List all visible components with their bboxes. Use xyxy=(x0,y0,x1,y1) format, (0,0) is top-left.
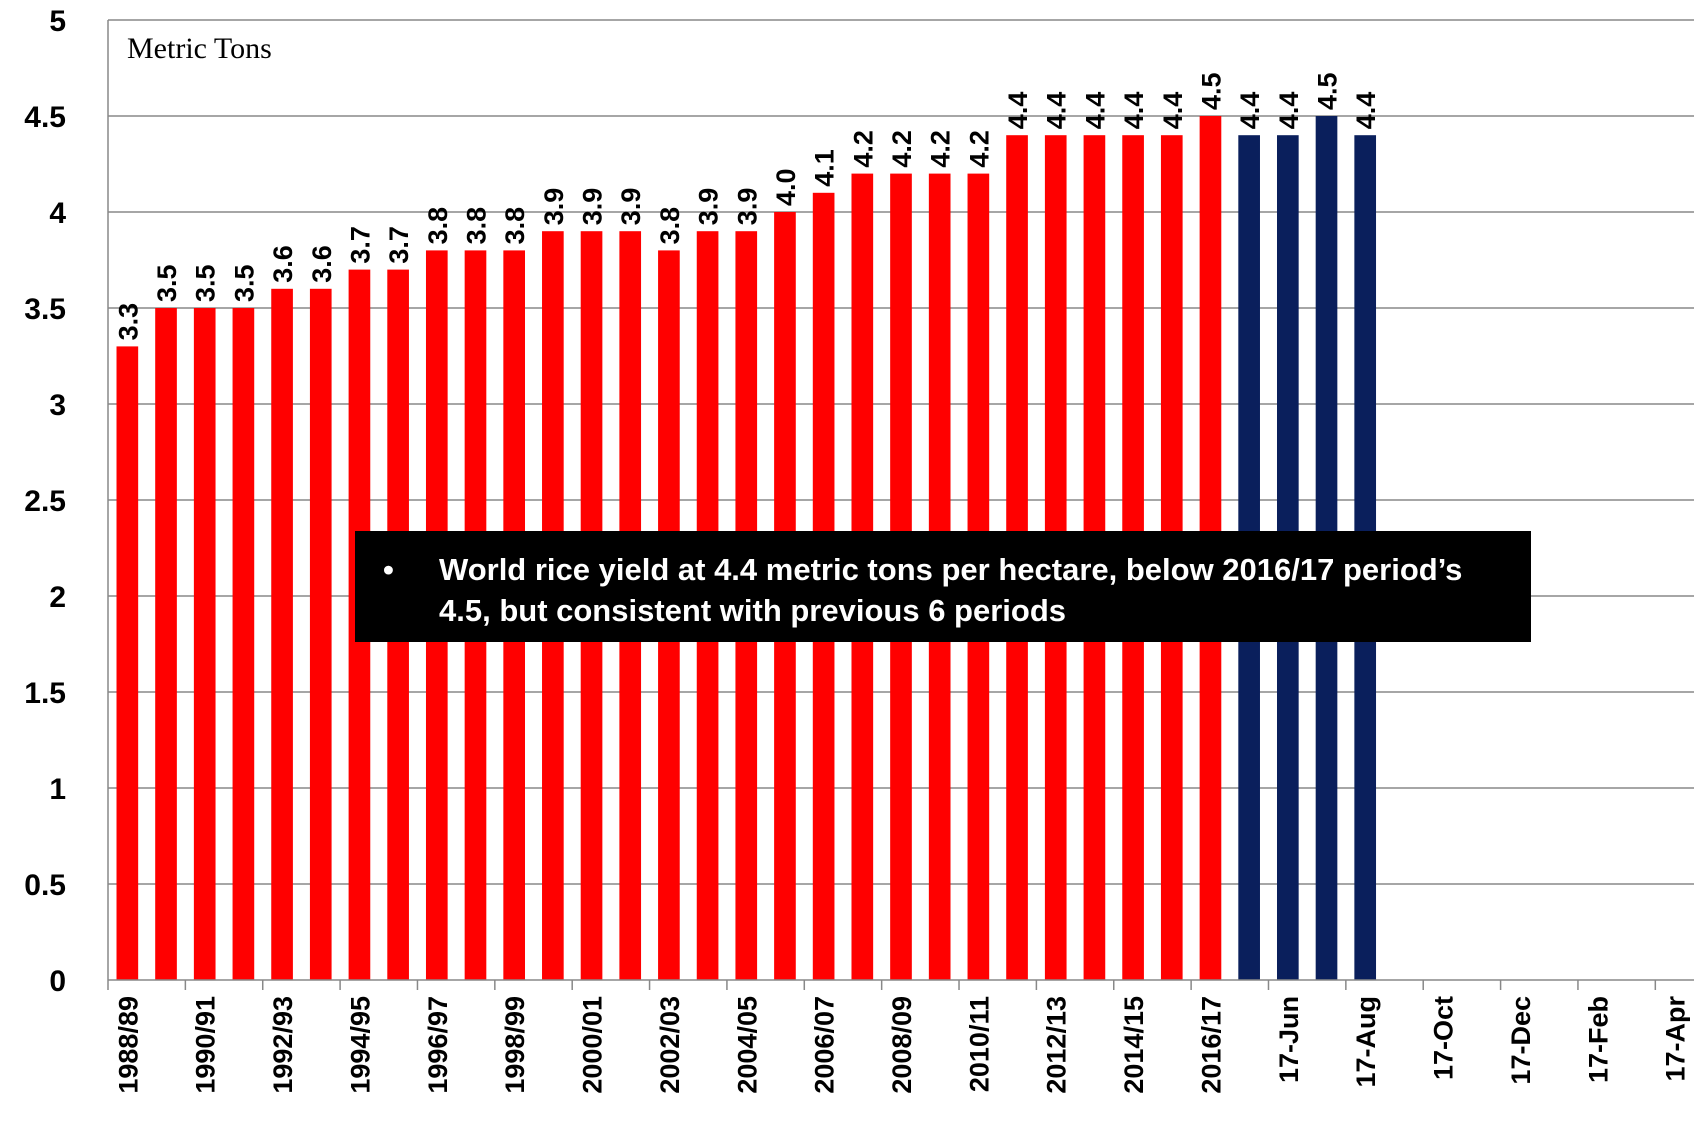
y-tick-labels: 0 0.5 1 1.5 2 2.5 3 3.5 4 4.5 5 xyxy=(24,5,66,998)
data-label: 4.4 xyxy=(1158,92,1188,130)
y-tick-label: 3 xyxy=(49,389,66,422)
x-tick-label: 1990/91 xyxy=(191,996,221,1094)
data-label: 4.4 xyxy=(1080,92,1110,130)
data-label: 4.5 xyxy=(1196,72,1226,110)
data-label: 4.4 xyxy=(1003,92,1033,130)
data-label: 3.5 xyxy=(191,264,221,302)
x-tick-label: 1996/97 xyxy=(423,996,453,1094)
data-label: 4.2 xyxy=(887,130,917,168)
data-label: 4.2 xyxy=(926,130,956,168)
bar xyxy=(193,308,216,980)
x-tick-label: 17-Dec xyxy=(1506,996,1536,1085)
x-tick-label: 17-Oct xyxy=(1429,996,1459,1080)
x-tick-label: 2016/17 xyxy=(1196,996,1226,1094)
x-tick-label: 17-Jun xyxy=(1274,996,1304,1083)
y-tick-label: 1 xyxy=(49,773,66,806)
bar xyxy=(309,288,332,980)
x-tick-label: 2010/11 xyxy=(964,996,994,1092)
data-label: 3.9 xyxy=(732,188,762,226)
data-label: 3.9 xyxy=(694,188,724,226)
bar xyxy=(116,346,139,980)
data-label: 4.4 xyxy=(1274,92,1304,130)
data-label: 4.4 xyxy=(1351,92,1381,130)
bar xyxy=(155,308,177,980)
data-label: 4.2 xyxy=(848,130,878,168)
x-tick-label: 2004/05 xyxy=(732,996,762,1094)
y-tick-label: 4 xyxy=(49,197,66,230)
annotation-bullet: • xyxy=(383,552,394,587)
x-tick-labels: 1988/89 1990/91 1992/93 1994/95 1996/97 1998/… xyxy=(113,996,1690,1094)
x-tick-label: 17-Aug xyxy=(1351,996,1381,1088)
data-label: 4.5 xyxy=(1313,72,1343,110)
y-tick-label: 1.5 xyxy=(24,677,66,710)
data-label: 3.7 xyxy=(384,226,414,264)
data-labels: 3.3 3.5 3.5 3.5 3.6 3.6 3.7 3.7 3.8 3.8 3.8 3.9 3.9 3… xyxy=(113,72,1381,340)
y-tick-label: 3.5 xyxy=(24,293,66,326)
data-label: 3.9 xyxy=(578,188,608,226)
x-tick-label: 1998/99 xyxy=(500,996,530,1094)
data-label: 3.8 xyxy=(423,207,453,245)
data-label: 4.4 xyxy=(1042,92,1072,130)
annotation-text: World rice yield at 4.4 metric tons per … xyxy=(439,552,1463,628)
y-tick-label: 5 xyxy=(49,5,66,38)
x-tick-label: 2012/13 xyxy=(1042,996,1072,1094)
data-label: 3.7 xyxy=(345,226,375,264)
bar xyxy=(271,288,293,980)
y-tick-label: 2 xyxy=(49,581,66,614)
data-label: 3.6 xyxy=(268,245,298,283)
data-label: 4.1 xyxy=(810,149,840,187)
bar xyxy=(232,308,255,980)
data-label: 3.5 xyxy=(152,264,182,302)
data-label: 4.0 xyxy=(771,168,801,206)
data-label: 3.6 xyxy=(307,245,337,283)
x-tick-label: 1992/93 xyxy=(268,996,298,1094)
x-tick-label: 2008/09 xyxy=(887,996,917,1094)
data-label: 3.9 xyxy=(539,188,569,226)
data-label: 3.5 xyxy=(229,264,259,302)
y-tick-label: 2.5 xyxy=(24,485,66,518)
y-tick-label: 0 xyxy=(49,965,66,998)
y-tick-label: 0.5 xyxy=(24,869,66,902)
x-tick-label: 17-Apr xyxy=(1661,996,1691,1082)
data-label: 4.4 xyxy=(1235,92,1265,130)
y-tick-label: 4.5 xyxy=(24,101,66,134)
data-label: 3.8 xyxy=(655,207,685,245)
data-label: 3.8 xyxy=(500,207,530,245)
x-tick-label: 2000/01 xyxy=(578,996,608,1094)
x-tick-label: 2014/15 xyxy=(1119,996,1149,1094)
data-label: 3.9 xyxy=(616,188,646,226)
x-tick-label: 1988/89 xyxy=(113,996,143,1094)
y-axis-unit-label: Metric Tons xyxy=(127,32,272,65)
annotation-box: • World rice yield at 4.4 metric tons pe… xyxy=(355,531,1531,642)
data-label: 4.4 xyxy=(1119,92,1149,130)
data-label: 4.2 xyxy=(964,130,994,168)
x-tick-label: 2002/03 xyxy=(655,996,685,1094)
axes xyxy=(107,20,1694,990)
x-tick-label: 2006/07 xyxy=(810,996,840,1094)
x-tick-label: 1994/95 xyxy=(345,996,375,1094)
data-label: 3.8 xyxy=(461,207,491,245)
x-tick-label: 17-Feb xyxy=(1583,996,1613,1083)
data-label: 3.3 xyxy=(113,303,143,341)
